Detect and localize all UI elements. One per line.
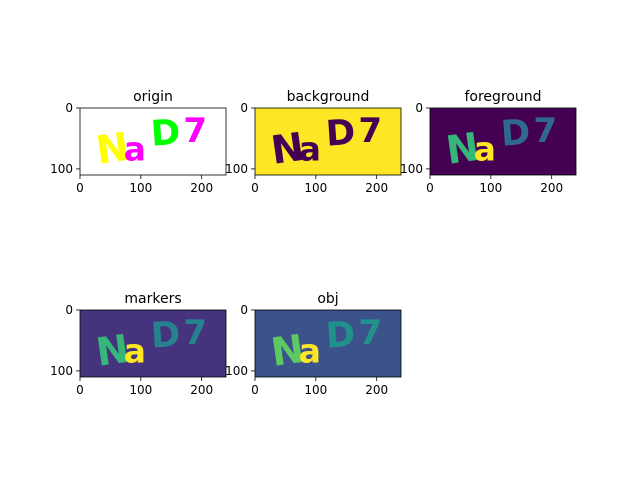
y-tick-label: 100 [400, 162, 423, 176]
glyph-3: 7 [183, 111, 207, 151]
y-tick-label: 0 [240, 303, 248, 317]
x-tick-label: 100 [304, 383, 327, 397]
glyph-3: 7 [533, 111, 557, 151]
y-tick-label: 100 [225, 364, 248, 378]
x-tick-label: 100 [129, 181, 152, 195]
panel-title: obj [317, 291, 338, 307]
glyph-1: a [124, 331, 146, 370]
glyph-3: 7 [358, 313, 382, 353]
x-tick-label: 100 [479, 181, 502, 195]
glyph-0: N [443, 125, 482, 174]
x-tick-label: 0 [76, 181, 84, 195]
y-tick-label: 100 [225, 162, 248, 176]
axes-frame [254, 309, 402, 378]
y-tick-label: 0 [65, 303, 73, 317]
image-background [80, 108, 226, 175]
x-tick-label: 200 [365, 181, 388, 195]
y-tick-label: 100 [50, 364, 73, 378]
glyph-2: D [500, 112, 532, 155]
panel-title: background [287, 89, 370, 105]
x-tick-label: 0 [251, 383, 259, 397]
panel-title: markers [124, 291, 181, 307]
y-tick-label: 0 [65, 101, 73, 115]
image-origin: Na D 7 [80, 108, 226, 175]
x-tick-label: 0 [76, 383, 84, 397]
x-tick-label: 200 [190, 181, 213, 195]
panel-title: foreground [464, 89, 541, 105]
x-tick-label: 100 [129, 383, 152, 397]
glyph-1: a [474, 129, 496, 168]
glyph-2: D [325, 314, 357, 357]
glyph-0: N [268, 327, 307, 376]
x-tick-label: 100 [304, 181, 327, 195]
y-tick-label: 100 [50, 162, 73, 176]
panel-title: origin [133, 89, 173, 105]
axes-frame [79, 107, 227, 176]
x-tick-label: 200 [190, 383, 213, 397]
x-tick-label: 0 [426, 181, 434, 195]
x-tick-label: 200 [365, 383, 388, 397]
image-background [80, 310, 226, 377]
glyph-0: N [268, 125, 307, 174]
axes-frame [254, 107, 402, 176]
glyph-1: a [124, 129, 146, 168]
glyph-3: 7 [358, 111, 382, 151]
glyph-3: 7 [183, 313, 207, 353]
y-tick-label: 0 [415, 101, 423, 115]
image-background [430, 108, 576, 175]
glyph-0: N [93, 327, 132, 376]
glyph-0: N [93, 125, 132, 174]
axes-frame [79, 309, 227, 378]
glyph-2: D [150, 112, 182, 155]
image-obj: Na D 7 [255, 310, 401, 377]
glyph-1: a [299, 129, 321, 168]
glyph-2: D [150, 314, 182, 357]
image-background: Na D 7 [255, 108, 401, 175]
image-background [255, 310, 401, 377]
y-tick-label: 0 [240, 101, 248, 115]
x-tick-label: 0 [251, 181, 259, 195]
glyph-1: a [299, 331, 321, 370]
axes-frame [429, 107, 577, 176]
x-tick-label: 200 [540, 181, 563, 195]
glyph-2: D [325, 112, 357, 155]
image-background [255, 108, 401, 175]
image-foreground: Na D 7 [430, 108, 576, 175]
image-markers: Na D 7 [80, 310, 226, 377]
